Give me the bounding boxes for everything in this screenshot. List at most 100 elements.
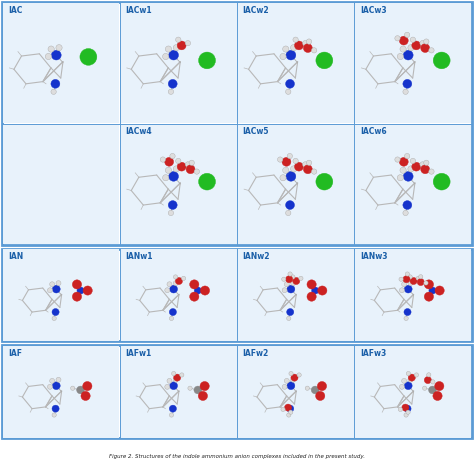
Circle shape <box>305 386 310 390</box>
Circle shape <box>414 373 419 377</box>
Circle shape <box>285 89 291 94</box>
Circle shape <box>420 162 425 167</box>
Circle shape <box>51 50 61 60</box>
Circle shape <box>403 210 408 216</box>
Circle shape <box>284 404 292 411</box>
Circle shape <box>410 278 417 285</box>
Circle shape <box>400 385 404 389</box>
Circle shape <box>311 287 319 294</box>
Circle shape <box>194 386 202 394</box>
Text: IACw5: IACw5 <box>243 128 269 136</box>
FancyBboxPatch shape <box>237 249 354 341</box>
Circle shape <box>399 158 408 166</box>
Circle shape <box>316 52 333 69</box>
Circle shape <box>291 377 296 382</box>
Text: IACw6: IACw6 <box>360 128 387 136</box>
Circle shape <box>431 380 435 384</box>
Text: IAC: IAC <box>8 6 22 15</box>
Circle shape <box>399 277 403 281</box>
Circle shape <box>395 157 400 162</box>
Circle shape <box>435 286 444 295</box>
Circle shape <box>408 275 412 279</box>
Circle shape <box>404 413 408 417</box>
Circle shape <box>424 281 428 285</box>
Circle shape <box>412 41 421 50</box>
Circle shape <box>400 46 406 52</box>
Circle shape <box>168 210 173 216</box>
Circle shape <box>316 391 325 401</box>
Circle shape <box>424 39 429 44</box>
Circle shape <box>291 374 298 381</box>
Circle shape <box>170 285 178 293</box>
Circle shape <box>429 287 436 294</box>
Circle shape <box>404 382 412 390</box>
Circle shape <box>421 44 429 53</box>
Circle shape <box>283 46 289 52</box>
Text: IANw2: IANw2 <box>243 252 270 261</box>
Circle shape <box>311 169 317 174</box>
Circle shape <box>52 309 59 316</box>
Circle shape <box>318 286 327 295</box>
FancyBboxPatch shape <box>3 249 119 341</box>
Circle shape <box>56 280 61 286</box>
FancyBboxPatch shape <box>120 346 237 438</box>
Circle shape <box>289 371 293 376</box>
Circle shape <box>284 378 289 383</box>
Circle shape <box>417 279 424 286</box>
Circle shape <box>403 201 412 210</box>
Circle shape <box>311 48 317 53</box>
Circle shape <box>189 160 194 166</box>
FancyBboxPatch shape <box>2 2 472 245</box>
FancyBboxPatch shape <box>355 346 471 438</box>
FancyBboxPatch shape <box>2 249 472 341</box>
Circle shape <box>400 167 406 174</box>
Circle shape <box>406 371 410 376</box>
Circle shape <box>199 52 216 69</box>
Circle shape <box>190 280 199 289</box>
Circle shape <box>307 292 316 301</box>
Circle shape <box>52 405 59 412</box>
Circle shape <box>287 316 291 320</box>
Circle shape <box>287 309 294 316</box>
Circle shape <box>422 386 427 390</box>
Circle shape <box>167 282 172 287</box>
Circle shape <box>168 89 173 94</box>
Circle shape <box>424 280 434 289</box>
Circle shape <box>170 153 175 159</box>
Circle shape <box>199 173 216 190</box>
Circle shape <box>404 285 412 293</box>
Circle shape <box>186 165 195 174</box>
Circle shape <box>316 173 333 190</box>
Circle shape <box>81 391 90 401</box>
Circle shape <box>164 158 173 166</box>
Circle shape <box>190 292 199 301</box>
Circle shape <box>294 41 303 50</box>
FancyBboxPatch shape <box>2 345 472 438</box>
Circle shape <box>165 385 170 389</box>
Circle shape <box>433 52 450 69</box>
Circle shape <box>185 40 191 46</box>
Text: IACw1: IACw1 <box>125 6 152 15</box>
FancyBboxPatch shape <box>120 249 237 341</box>
FancyBboxPatch shape <box>237 3 354 123</box>
Circle shape <box>403 172 413 181</box>
Circle shape <box>48 46 54 52</box>
Circle shape <box>168 79 177 88</box>
Circle shape <box>306 160 312 166</box>
Circle shape <box>175 37 181 42</box>
Circle shape <box>293 37 298 42</box>
Circle shape <box>435 381 444 391</box>
Circle shape <box>47 288 53 293</box>
Circle shape <box>287 285 295 293</box>
FancyBboxPatch shape <box>3 124 119 244</box>
Circle shape <box>285 210 291 216</box>
Circle shape <box>50 378 55 383</box>
Circle shape <box>282 277 286 281</box>
Circle shape <box>291 275 295 279</box>
Circle shape <box>397 53 403 60</box>
Circle shape <box>291 166 297 172</box>
Circle shape <box>404 153 410 159</box>
Circle shape <box>401 378 407 383</box>
Circle shape <box>291 280 296 286</box>
FancyBboxPatch shape <box>355 3 471 123</box>
